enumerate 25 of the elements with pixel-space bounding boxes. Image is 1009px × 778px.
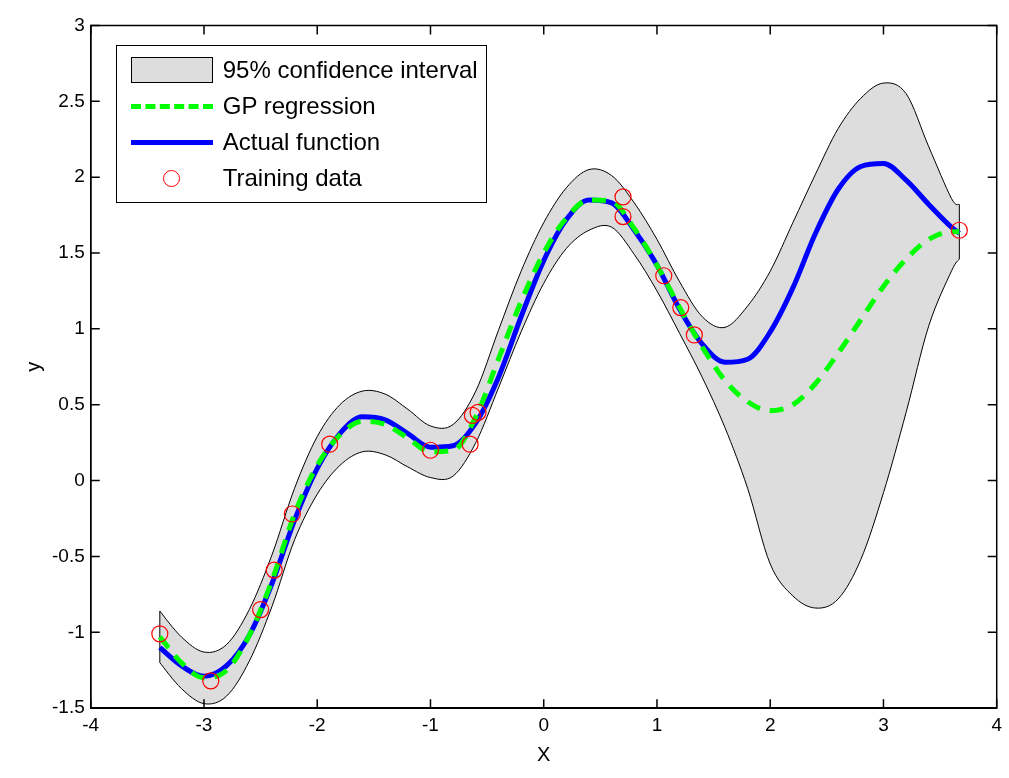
x-tick-label: 3 bbox=[878, 713, 889, 735]
y-tick-label: 2.5 bbox=[58, 89, 85, 111]
x-tick-label: -1 bbox=[422, 713, 439, 735]
x-tick-label: -3 bbox=[195, 713, 213, 735]
y-tick-label: -1.5 bbox=[51, 696, 85, 718]
y-tick-label: 1.5 bbox=[58, 241, 85, 263]
y-tick-label: 0.5 bbox=[58, 392, 85, 414]
x-tick-label: 0 bbox=[538, 713, 550, 735]
x-tick-label: 1 bbox=[651, 713, 663, 735]
x-axis-title: X bbox=[537, 742, 551, 765]
y-tick-label: 2 bbox=[74, 165, 85, 187]
x-tick-label: -4 bbox=[82, 713, 100, 735]
y-tick-label: -1 bbox=[67, 620, 85, 642]
legend-label: GP regression bbox=[222, 92, 376, 121]
legend-label: Training data bbox=[222, 164, 362, 193]
y-tick-label: 0 bbox=[74, 468, 85, 490]
x-tick-label: 4 bbox=[991, 713, 1003, 735]
legend-label: Actual function bbox=[222, 128, 381, 157]
x-tick-label: 2 bbox=[764, 713, 776, 735]
y-tick-label: -0.5 bbox=[51, 544, 85, 566]
annotation: 95% confidence interval bbox=[222, 56, 478, 85]
x-tick-label: -2 bbox=[308, 713, 326, 735]
y-axis-title: y bbox=[21, 361, 44, 372]
y-tick-label: 3 bbox=[74, 13, 85, 35]
y-tick-label: 1 bbox=[74, 317, 85, 339]
